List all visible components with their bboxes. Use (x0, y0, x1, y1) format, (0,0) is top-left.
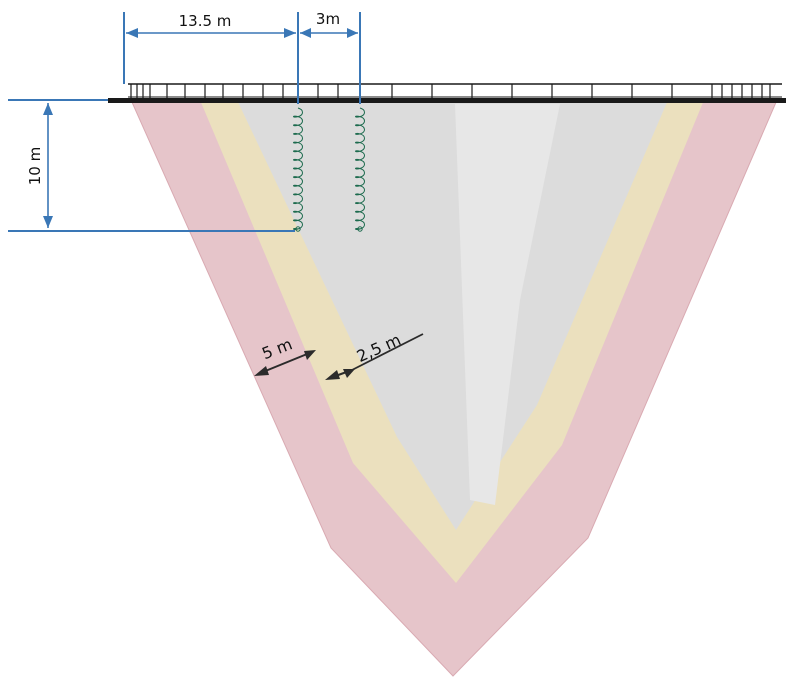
probe-coil-left (293, 107, 303, 232)
coil-path (355, 107, 365, 230)
probe-spacing-label: 3m (316, 10, 340, 28)
inner-core-highlight (455, 104, 560, 505)
dimension-probe-spacing: 3m (300, 10, 358, 38)
deck-posts (130, 84, 771, 98)
arrowhead-outer-left (254, 366, 269, 376)
arrowhead-left (300, 28, 311, 38)
arrowhead-right (347, 28, 358, 38)
arrowhead-middle-right (343, 369, 355, 378)
dimension-depth: 10 m (8, 99, 295, 232)
dimension-top-spacing: 13.5 m (123, 12, 361, 104)
arrowhead-right (284, 28, 296, 38)
arrowhead-bottom (43, 216, 53, 228)
deck-base (108, 98, 786, 103)
arrowhead-top (43, 103, 53, 115)
arrowhead-left (126, 28, 138, 38)
coil-path (293, 107, 303, 230)
top-spacing-label: 13.5 m (179, 12, 232, 30)
deck-structure (108, 83, 786, 103)
inner-core (237, 100, 668, 530)
arrowhead-outer-right (304, 350, 316, 360)
coil-end-marker (295, 226, 301, 232)
depth-label: 10 m (26, 147, 44, 185)
arrowhead-middle-left (325, 370, 340, 380)
coil-end-marker (357, 226, 363, 232)
middle-zone-leader-line (351, 333, 424, 371)
probe-coil-right (355, 107, 365, 232)
